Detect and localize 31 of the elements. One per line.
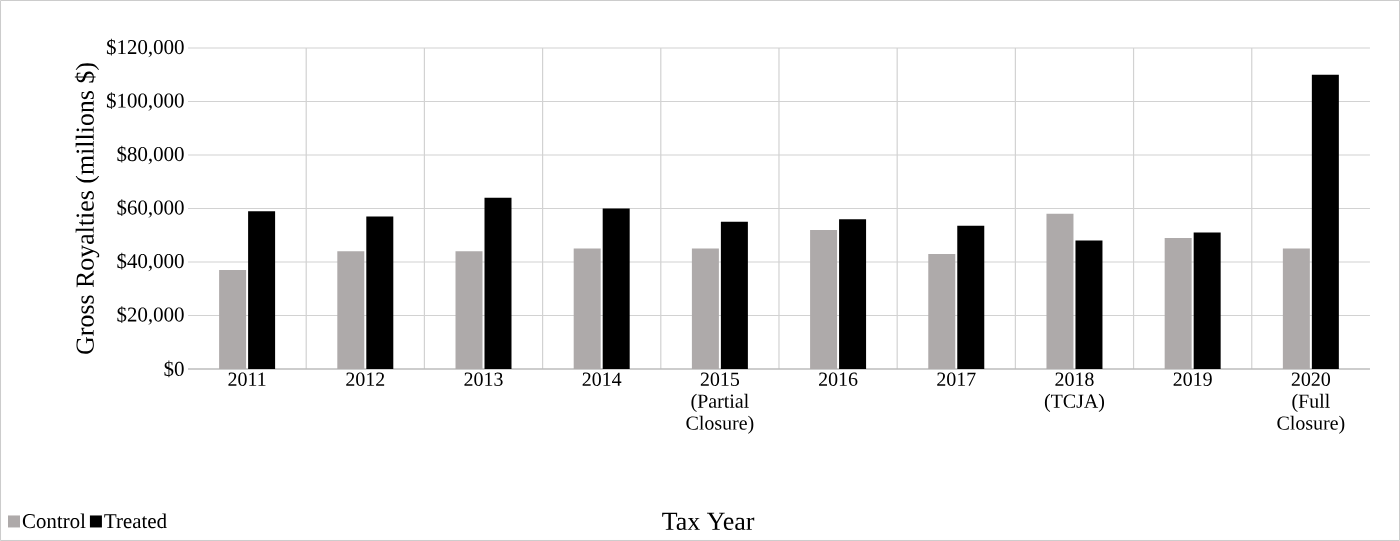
bar	[248, 211, 276, 369]
x-tick-label: 2017	[937, 372, 976, 386]
bar	[720, 221, 748, 369]
x-tick-label: 2013	[464, 372, 503, 386]
y-tick-label: $120,000	[106, 38, 184, 58]
y-tick-label: $40,000	[117, 252, 184, 272]
legend-label: Treated	[104, 513, 167, 529]
bar	[839, 219, 867, 369]
x-axis-title: Tax Year	[662, 512, 755, 531]
x-tick-label: 2015 (Partial Closure)	[686, 372, 754, 434]
y-axis-title: Gross Royalties (millions $)	[74, 63, 100, 354]
bar	[602, 208, 630, 369]
y-tick-label: $100,000	[106, 92, 184, 111]
bar	[366, 216, 394, 369]
y-tick-label: $20,000	[117, 306, 184, 325]
bar	[484, 197, 512, 369]
bar	[1075, 240, 1103, 369]
x-tick-label: 2019	[1173, 372, 1212, 386]
x-tick-label: 2020 (Full Closure)	[1277, 372, 1345, 434]
y-tick-label: $80,000	[117, 145, 184, 165]
bar	[1311, 74, 1339, 369]
y-tick-label: $60,000	[117, 199, 184, 218]
bar	[1193, 232, 1221, 369]
y-tick-label: $0	[164, 360, 184, 378]
x-tick-label: 2018 (TCJA)	[1044, 372, 1105, 412]
bar	[957, 225, 985, 369]
x-tick-label: 2014	[582, 372, 622, 386]
legend-label: Control	[22, 513, 86, 529]
x-tick-label: 2012	[346, 372, 385, 386]
x-tick-label: 2016	[819, 372, 858, 386]
x-tick-label: 2011	[228, 372, 266, 386]
